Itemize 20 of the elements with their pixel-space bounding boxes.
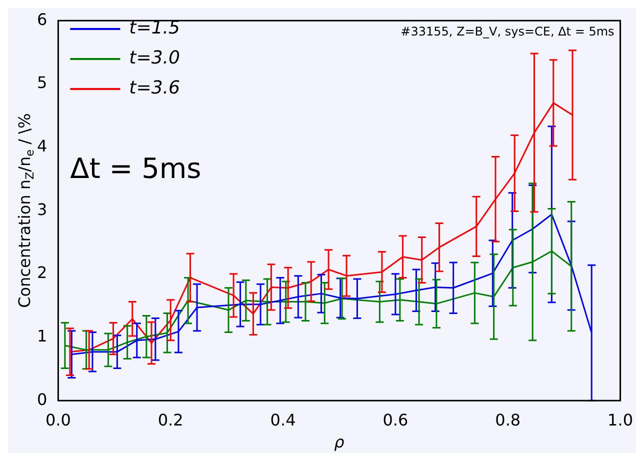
y-tick-label: 3 [36, 200, 48, 219]
legend-label: t=3.6 [129, 78, 180, 99]
y-tick-label: 6 [36, 10, 48, 29]
x-tick-label: 0.6 [382, 410, 408, 430]
y-tick-label: 0 [36, 390, 48, 409]
annotation: Δt = 5ms [70, 152, 202, 185]
x-axis-title: ρ [334, 432, 344, 452]
x-tick-label: 0.0 [45, 410, 71, 430]
y-tick-label: 4 [36, 136, 48, 156]
y-axis-title: Concentration nZ/ne / \% [15, 113, 37, 308]
legend-label: t=3.0 [129, 48, 180, 69]
legend-label: t=1.5 [129, 18, 180, 39]
x-tick-label: 0.8 [495, 410, 521, 430]
x-tick-label: 0.4 [270, 410, 296, 430]
annotation: #33155, Z=B_V, sys=CE, Δt = 5ms [400, 24, 614, 39]
y-tick-label: 2 [36, 263, 48, 282]
x-tick-label: 0.2 [158, 410, 184, 430]
y-tick-label: 5 [36, 73, 48, 92]
x-tick-label: 1.0 [608, 410, 634, 430]
y-tick-label: 1 [36, 326, 48, 346]
